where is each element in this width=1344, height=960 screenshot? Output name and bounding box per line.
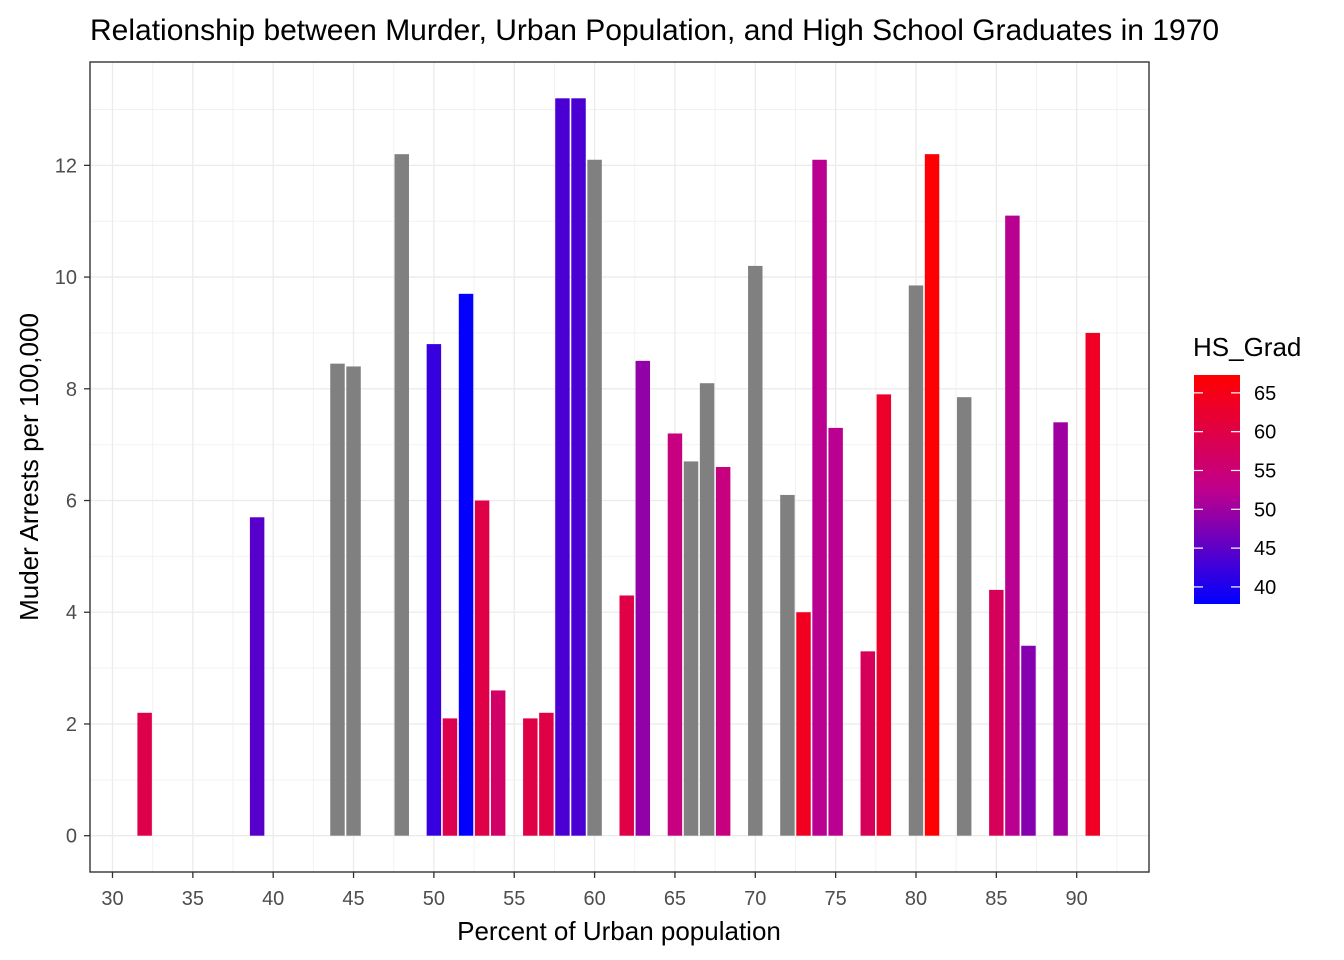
x-tick-label: 65	[664, 888, 686, 910]
x-tick-label: 35	[182, 888, 204, 910]
x-tick-label: 55	[503, 888, 525, 910]
x-axis-title: Percent of Urban population	[457, 916, 781, 946]
bar	[860, 651, 876, 836]
y-tick-label: 0	[66, 826, 77, 848]
legend-label: 65	[1254, 383, 1276, 405]
bar	[539, 712, 554, 836]
bars	[137, 98, 1100, 836]
bar	[635, 360, 651, 836]
x-tick-label: 60	[583, 888, 605, 910]
bar	[346, 366, 361, 836]
legend-ticks: 65 60 55 50 45 40	[1194, 383, 1276, 599]
x-tick-label: 70	[744, 888, 766, 910]
bar	[137, 712, 152, 836]
bar	[426, 344, 442, 836]
y-tick-label: 6	[66, 491, 77, 513]
legend-colorbar	[1194, 375, 1240, 604]
x-tick-label: 90	[1066, 888, 1088, 910]
y-tick-label: 4	[66, 602, 77, 624]
bar	[571, 98, 586, 836]
y-tick-label: 12	[55, 155, 77, 177]
bar	[715, 467, 731, 836]
legend-label: 55	[1254, 460, 1276, 482]
legend-label: 40	[1254, 577, 1276, 599]
y-tick-label: 10	[55, 267, 77, 289]
legend-label: 60	[1254, 422, 1276, 444]
y-tick-label: 8	[66, 379, 77, 401]
bar	[828, 427, 843, 836]
bar	[748, 265, 763, 836]
bar	[989, 589, 1004, 836]
bar	[1085, 332, 1100, 836]
bar	[555, 98, 570, 836]
legend: HS_Grad 65 60 55 50 45 40	[1193, 332, 1301, 604]
bar	[619, 595, 634, 836]
chart-title: Relationship between Murder, Urban Popul…	[90, 14, 1219, 47]
legend-label: 45	[1254, 538, 1276, 560]
bar	[796, 612, 811, 836]
x-tick-label: 75	[825, 888, 847, 910]
bar	[490, 690, 506, 836]
bar	[924, 154, 940, 836]
x-tick-label: 85	[985, 888, 1007, 910]
x-axis: 30 35 40 45 50 55 60 65 70 75 80 85 90	[101, 872, 1088, 910]
x-tick-label: 50	[423, 888, 445, 910]
bar	[587, 159, 602, 836]
bar	[667, 433, 683, 836]
bar	[908, 285, 924, 836]
bar	[523, 718, 538, 836]
bar	[330, 363, 345, 836]
bar	[458, 293, 474, 836]
bar	[474, 500, 490, 836]
bar	[1005, 215, 1020, 836]
bar	[780, 494, 795, 836]
bar	[1053, 422, 1068, 836]
x-tick-label: 80	[905, 888, 927, 910]
x-tick-label: 45	[342, 888, 364, 910]
y-tick-label: 2	[66, 714, 77, 736]
bar	[394, 154, 409, 836]
y-axis: 0 2 4 6 8 10 12	[55, 155, 90, 848]
bar	[812, 159, 827, 836]
bar	[699, 383, 715, 836]
plot-border	[89, 61, 1150, 873]
bar	[876, 394, 892, 836]
bar	[442, 718, 458, 836]
x-tick-label: 40	[262, 888, 284, 910]
legend-label: 50	[1254, 499, 1276, 521]
bar	[1021, 645, 1036, 836]
bar	[683, 461, 699, 836]
bar	[956, 397, 972, 836]
legend-title: HS_Grad	[1193, 332, 1301, 362]
y-axis-title: Muder Arrests per 100,000	[14, 313, 44, 621]
bar	[249, 517, 265, 836]
x-tick-label: 30	[101, 888, 123, 910]
plot-panel	[89, 61, 1150, 873]
